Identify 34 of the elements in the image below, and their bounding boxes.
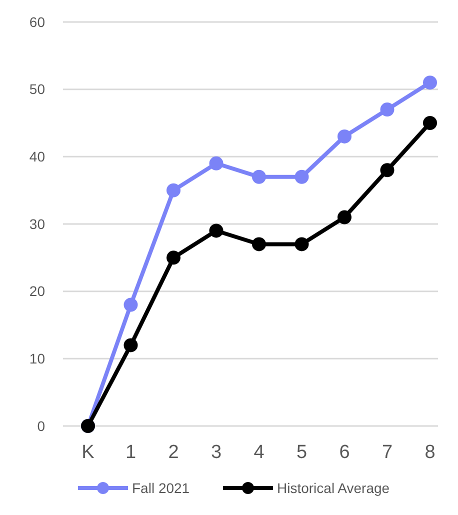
y-tick-label: 30 bbox=[29, 216, 46, 232]
point bbox=[124, 338, 138, 352]
point bbox=[338, 129, 352, 144]
x-tick-label: 3 bbox=[210, 442, 222, 463]
y-tick-label: 50 bbox=[29, 81, 46, 98]
y-tick-label: 10 bbox=[29, 350, 46, 367]
y-tick-label: 60 bbox=[29, 14, 46, 30]
y-tick-label: 40 bbox=[29, 148, 46, 165]
point bbox=[166, 250, 180, 265]
point bbox=[380, 163, 394, 178]
y-tick-label: 20 bbox=[29, 283, 46, 300]
point bbox=[166, 183, 180, 198]
y-tick-label: 0 bbox=[37, 418, 46, 434]
point bbox=[338, 210, 352, 224]
legend-label: Historical Average bbox=[277, 480, 390, 496]
legend-label: Fall 2021 bbox=[132, 480, 190, 496]
x-tick-label: 4 bbox=[254, 442, 265, 463]
point bbox=[252, 237, 266, 252]
point bbox=[209, 224, 224, 238]
point bbox=[423, 76, 437, 90]
point bbox=[380, 102, 394, 117]
x-tick-label: 1 bbox=[125, 442, 136, 463]
x-tick-label: 6 bbox=[339, 442, 350, 463]
point bbox=[423, 116, 437, 130]
x-tick-label: 2 bbox=[168, 442, 179, 463]
point bbox=[294, 170, 309, 184]
x-tick-label: K bbox=[82, 442, 95, 463]
point bbox=[209, 156, 224, 170]
point bbox=[252, 170, 266, 184]
point bbox=[294, 237, 309, 252]
x-tick-label: 5 bbox=[296, 442, 308, 463]
x-tick-label: 8 bbox=[424, 442, 436, 463]
point bbox=[124, 298, 138, 312]
x-tick-label: 7 bbox=[382, 442, 393, 463]
